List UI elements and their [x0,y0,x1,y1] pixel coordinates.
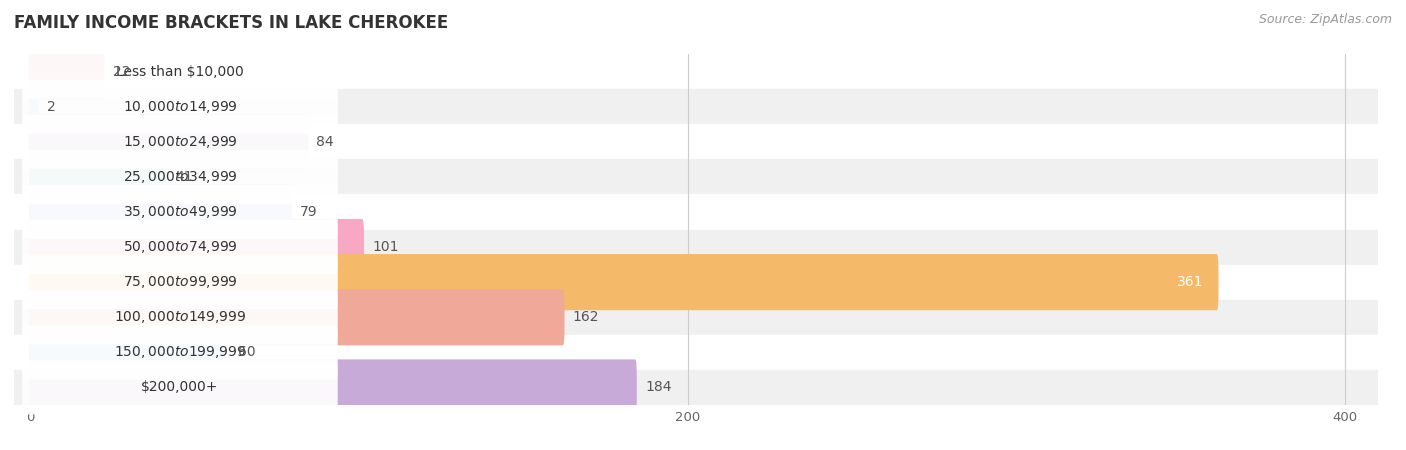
Text: Source: ZipAtlas.com: Source: ZipAtlas.com [1258,14,1392,27]
FancyBboxPatch shape [30,149,167,205]
Text: 84: 84 [316,135,335,149]
Bar [14,370,1378,405]
Bar [14,159,1378,194]
Text: $150,000 to $199,999: $150,000 to $199,999 [114,344,246,360]
Text: $100,000 to $149,999: $100,000 to $149,999 [114,309,246,325]
Bar [14,89,1378,124]
FancyBboxPatch shape [30,219,364,275]
FancyBboxPatch shape [22,150,337,204]
Text: 41: 41 [176,170,193,184]
Bar [14,194,1378,230]
FancyBboxPatch shape [30,254,1219,310]
Bar [14,124,1378,159]
Text: $200,000+: $200,000+ [142,380,219,395]
Text: $50,000 to $74,999: $50,000 to $74,999 [122,239,238,255]
FancyBboxPatch shape [30,44,104,99]
Text: FAMILY INCOME BRACKETS IN LAKE CHEROKEE: FAMILY INCOME BRACKETS IN LAKE CHEROKEE [14,14,449,32]
Text: 184: 184 [645,380,672,395]
Bar [14,300,1378,335]
Text: $10,000 to $14,999: $10,000 to $14,999 [122,99,238,115]
Text: 361: 361 [1177,275,1204,289]
FancyBboxPatch shape [30,79,39,135]
Text: Less than $10,000: Less than $10,000 [117,64,243,79]
Bar [14,265,1378,300]
Text: $25,000 to $34,999: $25,000 to $34,999 [122,169,238,185]
FancyBboxPatch shape [30,360,637,415]
Text: 162: 162 [572,310,599,324]
Text: 22: 22 [112,64,131,79]
FancyBboxPatch shape [22,325,337,379]
FancyBboxPatch shape [22,220,337,274]
FancyBboxPatch shape [22,80,337,134]
FancyBboxPatch shape [30,184,292,240]
Text: 2: 2 [46,99,56,114]
Text: 79: 79 [299,205,318,219]
Text: 60: 60 [238,345,254,360]
FancyBboxPatch shape [22,290,337,344]
FancyBboxPatch shape [30,289,565,345]
FancyBboxPatch shape [30,324,229,380]
Text: $35,000 to $49,999: $35,000 to $49,999 [122,204,238,220]
FancyBboxPatch shape [22,115,337,169]
Text: $75,000 to $99,999: $75,000 to $99,999 [122,274,238,290]
Text: 101: 101 [373,240,399,254]
FancyBboxPatch shape [22,255,337,309]
Bar [14,54,1378,89]
Bar [14,335,1378,370]
FancyBboxPatch shape [22,185,337,239]
Text: $15,000 to $24,999: $15,000 to $24,999 [122,134,238,150]
FancyBboxPatch shape [22,360,337,414]
Bar [14,230,1378,265]
FancyBboxPatch shape [30,114,308,170]
FancyBboxPatch shape [22,45,337,99]
